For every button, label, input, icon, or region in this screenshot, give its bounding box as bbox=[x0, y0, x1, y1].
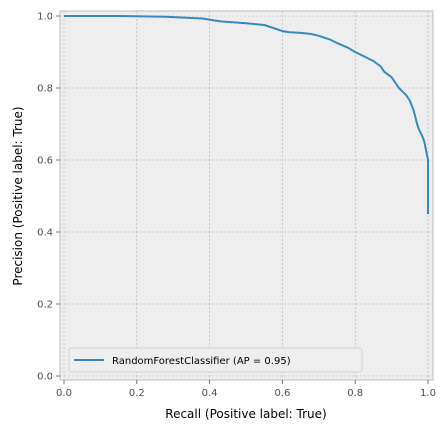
x-tick-label: 0.0 bbox=[56, 388, 72, 399]
y-tick-label: 0.8 bbox=[37, 84, 53, 95]
series-group bbox=[64, 15, 429, 214]
legend: RandomForestClassifier (AP = 0.95) bbox=[68, 347, 363, 373]
x-tick-label: 0.4 bbox=[202, 388, 218, 399]
y-tick-label: 1.0 bbox=[37, 12, 53, 23]
y-tick-label: 0.4 bbox=[37, 228, 53, 239]
x-axis-ticks: 0.0 0.2 0.4 0.6 0.8 1.0 bbox=[56, 380, 436, 399]
pr-curve-line bbox=[64, 15, 429, 214]
x-tick-label: 0.8 bbox=[347, 388, 363, 399]
y-tick-label: 0.0 bbox=[37, 372, 53, 383]
legend-label: RandomForestClassifier (AP = 0.95) bbox=[112, 356, 291, 367]
x-axis-label: Recall (Positive label: True) bbox=[165, 407, 326, 421]
legend-box bbox=[68, 347, 363, 373]
y-axis-ticks: 0.0 0.2 0.4 0.6 0.8 1.0 bbox=[37, 12, 60, 383]
x-tick-label: 0.2 bbox=[129, 388, 145, 399]
y-axis-label: Precision (Positive label: True) bbox=[11, 106, 25, 285]
x-tick-label: 1.0 bbox=[420, 388, 436, 399]
x-tick-label: 0.6 bbox=[274, 388, 290, 399]
y-tick-label: 0.6 bbox=[37, 156, 53, 167]
y-tick-label: 0.2 bbox=[37, 300, 53, 311]
plot-area bbox=[59, 10, 434, 381]
